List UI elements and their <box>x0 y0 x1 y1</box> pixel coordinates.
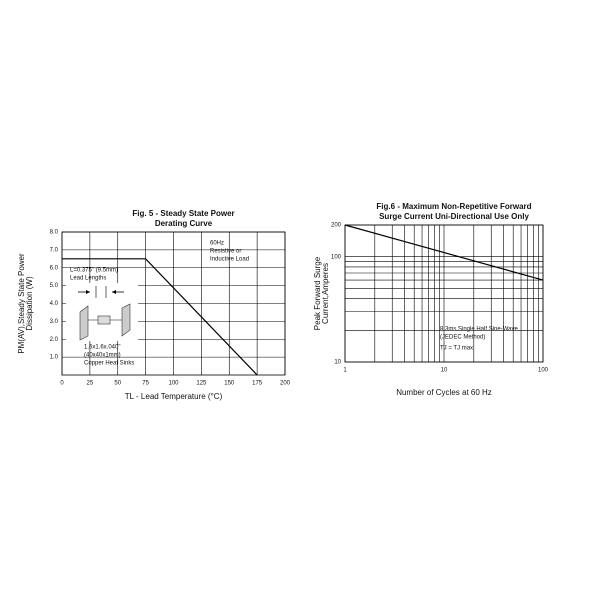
y-tick-label: 200 <box>331 223 342 229</box>
annotation: 8.3ms Single Half Sine-Wave <box>440 327 518 333</box>
y-tick-label: 3.0 <box>50 319 59 325</box>
y-axis-label: Dissipation (W) <box>25 276 34 331</box>
x-tick-label: 0 <box>60 381 64 387</box>
x-tick-label: 125 <box>196 381 207 387</box>
x-tick-label: 25 <box>87 381 94 387</box>
y-tick-label: 8.0 <box>50 230 59 236</box>
x-tick-label: 10 <box>441 368 448 374</box>
annotation: Copper Heat Sinks <box>84 361 134 367</box>
x-tick-label: 175 <box>252 381 263 387</box>
y-axis-label: PM(AV),Steady State Power <box>17 253 26 354</box>
annotation: 60Hz <box>210 241 224 247</box>
annotation: (JEDEC Method) <box>440 335 485 341</box>
x-tick-label: 50 <box>114 381 121 387</box>
y-tick-label: 10 <box>334 360 341 366</box>
chart-title: Fig. 5 - Steady State Power <box>132 209 234 218</box>
charts: 0 25 50 75 100 125 150 175 200 1.0 2.0 3.0 4.0 5.0 6.0… <box>50 223 549 387</box>
annotation: Resistive or <box>210 249 241 255</box>
x-axis-label: Number of Cycles at 60 Hz <box>396 388 492 397</box>
annotation: L=0.375" (9.5mm) <box>70 268 118 274</box>
y-tick-label: 6.0 <box>50 265 59 271</box>
annotation: 1.6x1.6x.040" <box>84 345 121 351</box>
x-tick-label: 75 <box>142 381 149 387</box>
x-tick-label: 1 <box>343 368 347 374</box>
y-tick-label: 7.0 <box>50 247 59 253</box>
y-tick-label: 2.0 <box>50 337 59 343</box>
heat-sink-diagram <box>66 283 138 341</box>
y-axis-label: Peak Forward Surge <box>313 256 322 330</box>
arrow-head <box>112 290 116 294</box>
annotation: TJ = TJ max. <box>440 346 475 352</box>
y-tick-label: 100 <box>331 254 342 260</box>
chart-title: Surge Current Uni-Directional Use Only <box>379 212 529 221</box>
x-tick-label: 150 <box>224 381 235 387</box>
plot-frame <box>344 224 544 363</box>
y-tick-label: 4.0 <box>50 301 59 307</box>
x-tick-label: 200 <box>280 381 291 387</box>
y-tick-label: 5.0 <box>50 283 59 289</box>
annotation: Lead Lengths <box>70 276 106 282</box>
x-axis-label: TL - Lead Temperature (°C) <box>125 392 223 401</box>
chart-title: Fig.6 - Maximum Non-Repetitive Forward <box>376 202 531 211</box>
x-tick-label: 100 <box>538 368 549 374</box>
heat-sink <box>79 305 89 341</box>
y-tick-label: 1.0 <box>50 355 59 361</box>
heat-sink <box>121 303 131 337</box>
y-axis-label: Current,Amperes <box>321 263 330 324</box>
annotation: (40x40x1mm) <box>84 353 121 359</box>
line <box>344 224 544 281</box>
x-tick-label: 100 <box>168 381 179 387</box>
component <box>97 315 111 325</box>
line <box>62 258 258 376</box>
arrow-head <box>86 290 90 294</box>
annotation: Inductive Load <box>210 257 249 263</box>
chart-title: Derating Curve <box>155 219 213 228</box>
plot-frame <box>61 231 286 376</box>
